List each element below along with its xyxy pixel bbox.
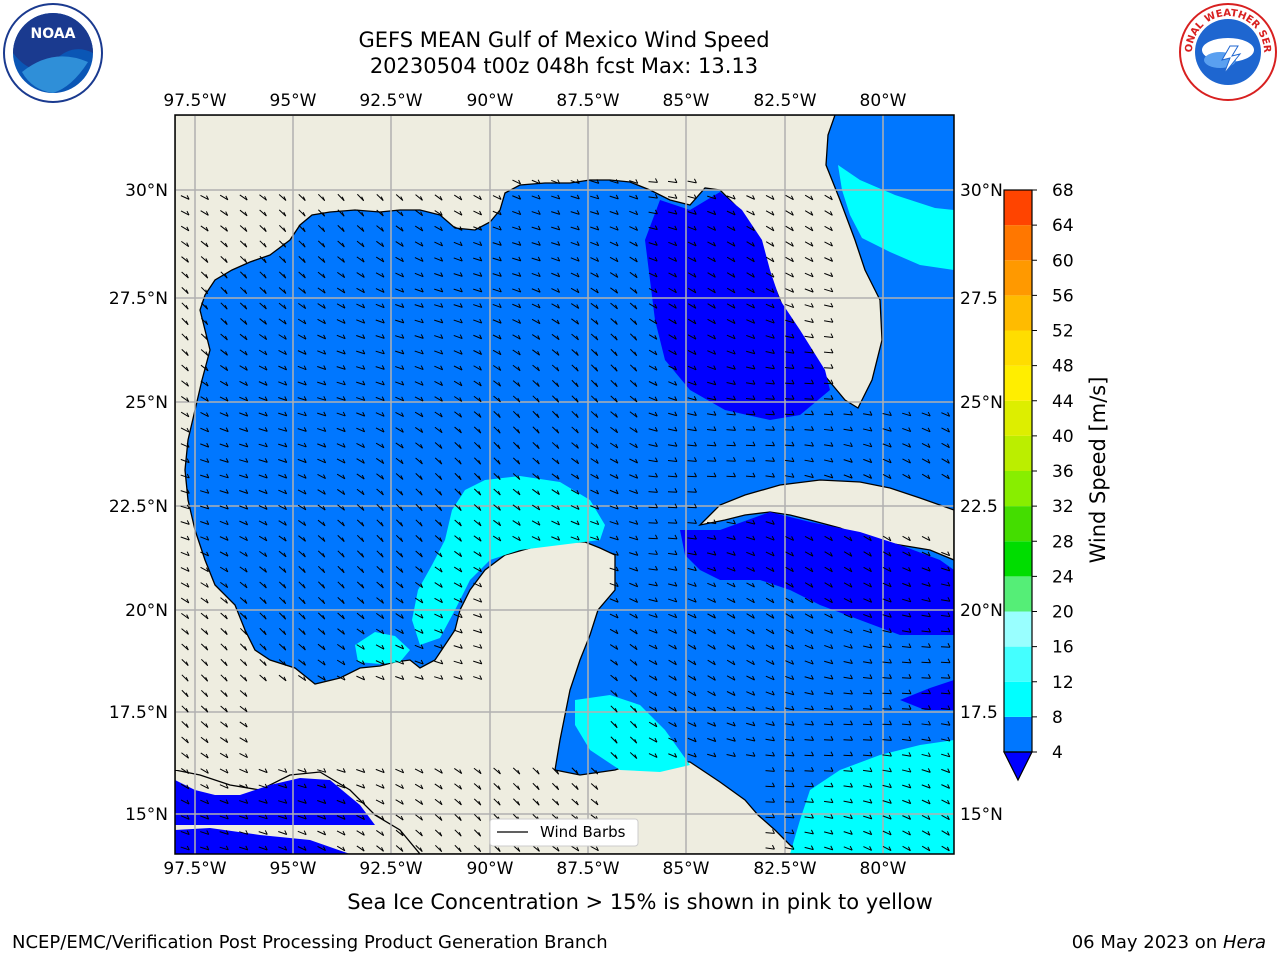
colorbar-segment: [1004, 225, 1032, 261]
lon-label-top: 97.5°W: [163, 91, 226, 111]
lon-label-top: 92.5°W: [359, 91, 422, 111]
lon-label-bottom: 80°W: [860, 859, 907, 879]
lat-label-right: 22.5: [960, 497, 998, 517]
lon-label-bottom: 82.5°W: [753, 859, 816, 879]
colorbar-tick-label: 44: [1052, 392, 1074, 412]
colorbar-tick-label: 4: [1052, 743, 1063, 763]
barb-legend-label: Wind Barbs: [540, 823, 626, 841]
colorbar-segment: [1004, 260, 1032, 296]
gridlines: [175, 115, 954, 854]
colorbar-tick-label: 36: [1052, 462, 1074, 482]
lon-label-bottom: 90°W: [467, 859, 514, 879]
colorbar-segment: [1004, 576, 1032, 612]
lat-label-left: 22.5°N: [109, 497, 168, 517]
colorbar-tick-label: 24: [1052, 567, 1074, 587]
fresh-zone-honduras: [575, 695, 690, 772]
fresh-zone-yucatan: [412, 476, 605, 645]
lon-label-bottom: 85°W: [663, 859, 710, 879]
colorbar-tick-label: 40: [1052, 427, 1074, 447]
lat-label-left: 20°N: [125, 601, 168, 621]
noaa-logo-text: NOAA: [31, 26, 76, 42]
lat-label-right: 17.5: [960, 703, 998, 723]
colorbar-tick-label: 68: [1052, 181, 1074, 201]
colorbar-tick-label: 32: [1052, 497, 1074, 517]
colorbar-segment: [1004, 646, 1032, 682]
lat-label-right: 27.5: [960, 289, 998, 309]
lon-label-bottom: 95°W: [270, 859, 317, 879]
lon-labels-top: 97.5°W 95°W 92.5°W 90°W 87.5°W 85°W 82.5°W 80°W: [163, 91, 906, 111]
colorbar-tick-label: 48: [1052, 357, 1074, 377]
calm-zone-florida: [645, 192, 830, 420]
colorbar-segment: [1004, 295, 1032, 331]
map-area: Wind Barbs: [175, 115, 954, 854]
calm-zone-caribbean: [900, 680, 954, 710]
lat-label-left: 15°N: [125, 805, 168, 825]
lon-label-top: 80°W: [860, 91, 907, 111]
wind-barbs: [180, 178, 951, 853]
lon-label-top: 85°W: [663, 91, 710, 111]
footer-credit: NCEP/EMC/Verification Post Processing Pr…: [12, 932, 608, 953]
lat-labels-left: 30°N 27.5°N 25°N 22.5°N 20°N 17.5°N 15°N: [109, 181, 168, 825]
footer-date-text: 06 May 2023 on: [1071, 932, 1223, 953]
colorbar-segment: [1004, 716, 1032, 752]
lat-label-left: 25°N: [125, 393, 168, 413]
lat-label-left: 30°N: [125, 181, 168, 201]
fresh-zone-south-caribbean: [790, 740, 954, 854]
fresh-zone-east-florida: [838, 165, 954, 270]
lon-label-top: 87.5°W: [556, 91, 619, 111]
lat-label-right: 15°N: [960, 805, 1003, 825]
colorbar-segment: [1004, 365, 1032, 401]
lat-label-right: 30°N: [960, 181, 1003, 201]
lat-label-left: 17.5°N: [109, 703, 168, 723]
colorbar-tick-label: 20: [1052, 603, 1074, 623]
calm-zone-cuba: [680, 512, 954, 635]
lon-label-top: 95°W: [270, 91, 317, 111]
map-frame: [174, 114, 955, 855]
noaa-logo: NOAA: [2, 2, 104, 104]
colorbar-tick-label: 60: [1052, 251, 1074, 271]
colorbar-tick-label: 64: [1052, 216, 1074, 236]
barb-legend: [489, 818, 639, 847]
colorbar-segment: [1004, 330, 1032, 366]
colorbar-under-triangle: [1003, 751, 1033, 782]
colorbar-tick-label: 8: [1052, 708, 1063, 728]
colorbar-tick-label: 56: [1052, 286, 1074, 306]
calm-zone-pacific-2: [175, 828, 350, 854]
lat-label-left: 27.5°N: [109, 289, 168, 309]
colorbar-segment: [1004, 541, 1032, 577]
lon-label-top: 90°W: [467, 91, 514, 111]
colorbar-tick-label: 52: [1052, 322, 1074, 342]
sea-ice-note: Sea Ice Concentration > 15% is shown in …: [347, 890, 933, 914]
lat-label-right: 20°N: [960, 601, 1003, 621]
lon-label-bottom: 92.5°W: [359, 859, 422, 879]
lat-labels-right: 30°N 27.5 25°N 22.5 20°N 17.5 15°N: [960, 181, 1003, 825]
lon-label-top: 82.5°W: [753, 91, 816, 111]
footer-host: Hera: [1222, 932, 1266, 953]
colorbar-segment: [1004, 506, 1032, 542]
lon-labels-bottom: 97.5°W 95°W 92.5°W 90°W 87.5°W 85°W 82.5°W 80°W: [163, 859, 906, 879]
colorbar-tick-label: 28: [1052, 532, 1074, 552]
colorbar-segment: [1004, 435, 1032, 471]
colorbar-tick-label: 12: [1052, 673, 1074, 693]
footer-date: 06 May 2023 on Hera: [1072, 932, 1266, 953]
colorbar-segment: [1004, 681, 1032, 717]
colorbar-tick-label: 16: [1052, 638, 1074, 658]
chart-subtitle: 20230504 t00z 048h fcst Max: 13.13: [369, 54, 759, 78]
chart-title: GEFS MEAN Gulf of Mexico Wind Speed: [358, 28, 770, 52]
colorbar-segment: [1004, 400, 1032, 436]
colorbar-label: Wind Speed [m/s]: [1086, 377, 1110, 564]
lon-label-bottom: 97.5°W: [163, 859, 226, 879]
colorbar-segment: [1004, 190, 1032, 226]
lat-label-right: 25°N: [960, 393, 1003, 413]
lon-label-bottom: 87.5°W: [556, 859, 619, 879]
colorbar-segment: [1004, 471, 1032, 507]
nws-logo: NATIONAL WEATHER SERVICE: [1174, 0, 1278, 102]
colorbar-segment: [1004, 611, 1032, 647]
